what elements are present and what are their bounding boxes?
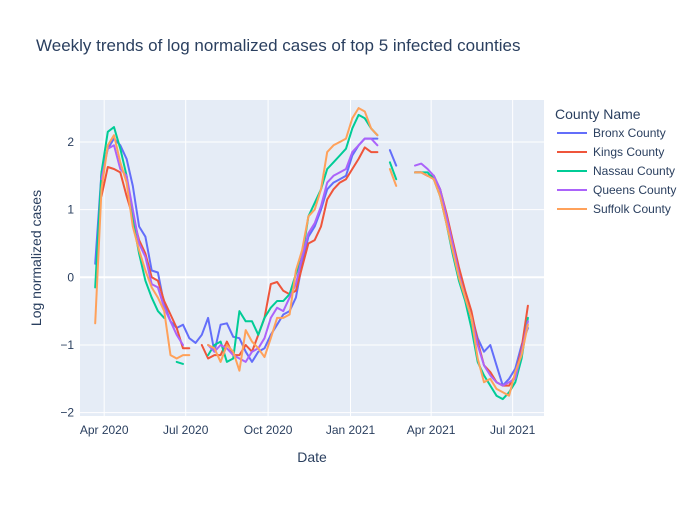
x-tick-label: Jul 2020 [163, 423, 209, 437]
x-tick-label: Jul 2021 [490, 423, 536, 437]
legend-items: Bronx County Kings County Nassau County Que… [557, 126, 676, 216]
legend-label: Nassau County [593, 164, 675, 178]
legend-item-queens-county[interactable]: Queens County [557, 183, 676, 197]
x-tick-labels: Apr 2020 Jul 2020 Oct 2020 Jan 2021 Apr 2021… [80, 423, 536, 437]
y-tick-label: −2 [60, 406, 74, 420]
y-tick-label: −1 [60, 338, 74, 352]
legend: County Name Bronx County Kings County Nass… [555, 106, 676, 216]
y-tick-label: 0 [67, 270, 74, 284]
legend-label: Queens County [593, 183, 676, 197]
chart-title: Weekly trends of log normalized cases of… [36, 36, 520, 55]
legend-label: Bronx County [593, 126, 666, 140]
x-tick-label: Jan 2021 [326, 423, 376, 437]
legend-item-bronx-county[interactable]: Bronx County [557, 126, 666, 140]
legend-label: Suffolk County [593, 202, 671, 216]
y-axis-title: Log normalized cases [28, 190, 44, 326]
y-tick-label: 1 [67, 203, 74, 217]
legend-label: Kings County [593, 145, 664, 159]
x-tick-label: Apr 2021 [407, 423, 456, 437]
legend-item-kings-county[interactable]: Kings County [557, 145, 664, 159]
legend-item-nassau-county[interactable]: Nassau County [557, 164, 675, 178]
x-tick-label: Oct 2020 [244, 423, 293, 437]
y-tick-label: 2 [67, 135, 74, 149]
series-lines [94, 107, 529, 401]
grid-lines [80, 100, 544, 416]
y-tick-labels: −2 −1 0 1 2 [60, 135, 74, 420]
series-line-suffolk-county[interactable] [94, 107, 529, 397]
legend-title: County Name [555, 106, 641, 122]
x-axis-title: Date [297, 449, 327, 465]
legend-item-suffolk-county[interactable]: Suffolk County [557, 202, 671, 216]
x-tick-label: Apr 2020 [80, 423, 129, 437]
plot-area[interactable] [80, 100, 544, 416]
